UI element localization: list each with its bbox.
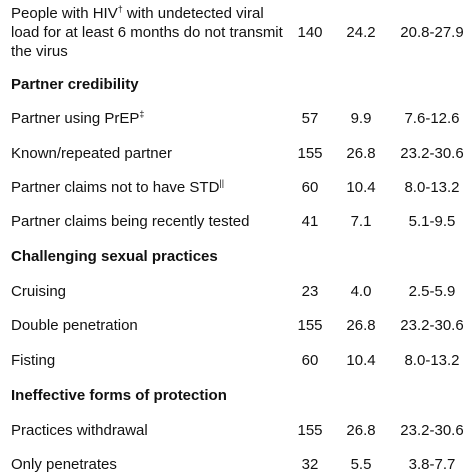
footnote-marker: † <box>117 4 123 14</box>
count-cell: 155 <box>297 317 323 334</box>
ci-cell: 8.0-13.2 <box>404 352 460 369</box>
row-label: Partner using PrEP‡ <box>11 109 286 128</box>
percent-cell: 26.8 <box>346 317 376 334</box>
percent-cell: 24.2 <box>346 24 376 41</box>
section-heading: Partner credibility <box>11 76 139 93</box>
percent-cell: 26.8 <box>346 145 376 162</box>
row-label-text: with undetected viral load for at least … <box>11 5 283 60</box>
ci-cell: 2.5-5.9 <box>408 283 456 300</box>
count-cell: 155 <box>297 422 323 439</box>
row-label: People with HIV† with undetected viral l… <box>11 4 286 61</box>
row-label: Only penetrates <box>11 455 286 474</box>
count-cell: 155 <box>297 145 323 162</box>
count-cell: 57 <box>301 110 319 127</box>
row-label-text: Partner using PrEP <box>11 110 140 127</box>
row-label-text: Double penetration <box>11 317 138 334</box>
count-cell: 60 <box>301 179 319 196</box>
count-cell: 60 <box>301 352 319 369</box>
row-label: Partner claims being recently tested <box>11 212 286 231</box>
row-label-text: Practices withdrawal <box>11 422 148 439</box>
row-label-text: People with HIV <box>11 5 118 22</box>
count-cell: 32 <box>301 456 319 473</box>
ci-cell: 20.8-27.9 <box>400 24 464 41</box>
section-heading: Challenging sexual practices <box>11 248 218 265</box>
ci-cell: 5.1-9.5 <box>408 213 456 230</box>
row-label-text: Partner claims not to have STD <box>11 179 220 196</box>
count-cell: 140 <box>297 24 323 41</box>
footnote-marker: ‡ <box>139 109 145 119</box>
ci-cell: 3.8-7.7 <box>408 456 456 473</box>
percent-cell: 26.8 <box>346 422 376 439</box>
row-label-text: Fisting <box>11 352 56 369</box>
footnote-marker: || <box>219 178 225 188</box>
count-cell: 41 <box>301 213 319 230</box>
percent-cell: 4.0 <box>350 283 372 300</box>
section-heading: Ineffective forms of protection <box>11 387 227 404</box>
row-label: Double penetration <box>11 316 286 335</box>
ci-cell: 7.6-12.6 <box>404 110 460 127</box>
row-label: Practices withdrawal <box>11 421 286 440</box>
ci-cell: 8.0-13.2 <box>404 179 460 196</box>
row-label: Fisting <box>11 351 286 370</box>
percent-cell: 9.9 <box>350 110 372 127</box>
row-label: Partner claims not to have STD|| <box>11 178 286 197</box>
ci-cell: 23.2-30.6 <box>400 317 464 334</box>
percent-cell: 5.5 <box>350 456 372 473</box>
row-label-text: Partner claims being recently tested <box>11 213 250 230</box>
percent-cell: 10.4 <box>346 179 376 196</box>
row-label: Cruising <box>11 282 286 301</box>
percent-cell: 10.4 <box>346 352 376 369</box>
percent-cell: 7.1 <box>350 213 372 230</box>
row-label-text: Known/repeated partner <box>11 145 172 162</box>
ci-cell: 23.2-30.6 <box>400 422 464 439</box>
row-label-text: Only penetrates <box>11 456 117 473</box>
count-cell: 23 <box>301 283 319 300</box>
row-label-text: Cruising <box>11 283 67 300</box>
row-label: Known/repeated partner <box>11 144 286 163</box>
ci-cell: 23.2-30.6 <box>400 145 464 162</box>
